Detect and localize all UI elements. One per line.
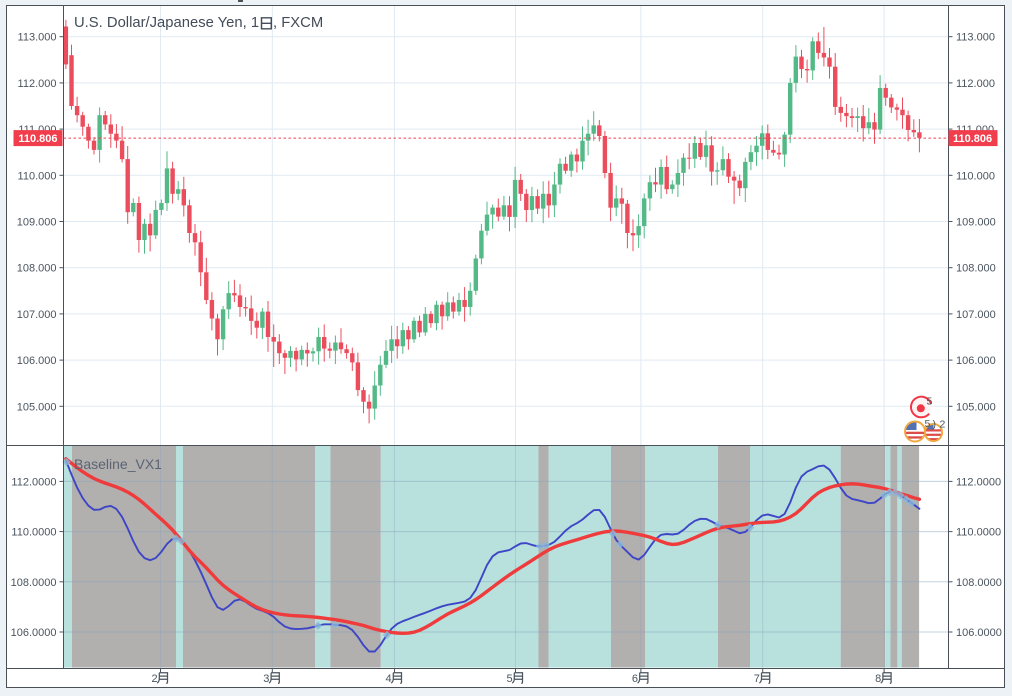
svg-text:109.000: 109.000 xyxy=(17,217,57,229)
svg-text:6: 6 xyxy=(632,673,638,685)
svg-text:108.000: 108.000 xyxy=(17,263,57,275)
svg-text:112.0000: 112.0000 xyxy=(11,476,56,488)
svg-text:113.000: 113.000 xyxy=(18,32,57,44)
svg-text:108.0000: 108.0000 xyxy=(956,577,1002,589)
svg-text:5: 5 xyxy=(507,673,513,685)
svg-text:106.0000: 106.0000 xyxy=(956,627,1002,639)
svg-text:110.000: 110.000 xyxy=(956,170,995,182)
svg-text:109.000: 109.000 xyxy=(956,217,996,229)
svg-text:2: 2 xyxy=(152,673,158,685)
svg-text:107.000: 107.000 xyxy=(17,309,57,321)
svg-text:105.000: 105.000 xyxy=(956,401,996,413)
svg-text:106.000: 106.000 xyxy=(17,355,57,367)
svg-text:110.0000: 110.0000 xyxy=(956,527,1001,539)
svg-text:112.000: 112.000 xyxy=(18,78,57,90)
svg-text:112.0000: 112.0000 xyxy=(956,476,1001,488)
svg-text:110.806: 110.806 xyxy=(953,133,992,145)
svg-text:106.000: 106.000 xyxy=(956,355,996,367)
svg-text:110.000: 110.000 xyxy=(18,170,57,182)
svg-text:U.S. Dollar/Japanese Yen, 1: U.S. Dollar/Japanese Yen, 1 xyxy=(74,15,259,31)
svg-text:, FXCM: , FXCM xyxy=(273,15,323,31)
svg-text:4: 4 xyxy=(386,673,392,685)
svg-text:112.000: 112.000 xyxy=(956,78,995,90)
svg-text:5: 5 xyxy=(927,396,933,408)
svg-text:108.000: 108.000 xyxy=(956,263,996,275)
svg-text:110.806: 110.806 xyxy=(18,133,57,145)
svg-text:113.000: 113.000 xyxy=(956,32,995,44)
svg-text:110.0000: 110.0000 xyxy=(11,527,56,539)
svg-text:): ) xyxy=(933,419,937,431)
svg-text:5: 5 xyxy=(925,418,931,430)
svg-text:7: 7 xyxy=(754,673,760,685)
svg-text:108.0000: 108.0000 xyxy=(11,577,57,589)
svg-text:2: 2 xyxy=(940,419,946,431)
svg-text:105.000: 105.000 xyxy=(17,401,57,413)
svg-text:Baseline_VX1: Baseline_VX1 xyxy=(74,456,162,472)
svg-text:8: 8 xyxy=(875,673,881,685)
svg-text:3: 3 xyxy=(263,673,269,685)
svg-text:107.000: 107.000 xyxy=(956,309,996,321)
svg-text:106.0000: 106.0000 xyxy=(11,627,57,639)
